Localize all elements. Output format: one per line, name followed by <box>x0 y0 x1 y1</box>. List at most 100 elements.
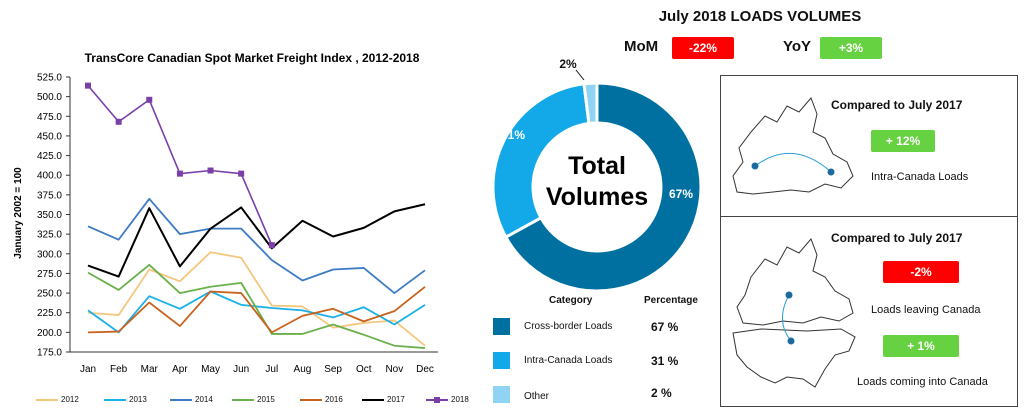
y-tick-label: 450.0 <box>37 131 62 142</box>
legend-line-2018 <box>426 396 448 403</box>
series-line-2013 <box>87 290 426 334</box>
line-chart-y-label: January 2002 = 100 <box>13 167 24 259</box>
series-line-2017 <box>87 203 426 278</box>
bottom-panel-title: Compared to July 2017 <box>831 231 963 245</box>
legend-item-2015: 2015 <box>232 395 275 404</box>
top-panel-title: Compared to July 2017 <box>831 98 963 112</box>
legend-item-2013: 2013 <box>104 395 147 404</box>
y-tick-label: 375.0 <box>37 190 62 201</box>
series-point-2018 <box>146 96 153 103</box>
legend-swatch-cross-border <box>493 318 510 335</box>
y-tick-label: 300.0 <box>37 249 62 260</box>
legend-label-2013: 2013 <box>129 395 147 404</box>
x-tick-label: Aug <box>294 364 312 375</box>
legend-label-2015: 2015 <box>257 395 275 404</box>
y-tick-label: 200.0 <box>37 328 62 339</box>
mom-badge: -22% <box>672 37 734 59</box>
x-tick-label: May <box>201 364 220 375</box>
legend-pct-other: 2 % <box>651 386 672 400</box>
series-line-2018 <box>87 85 273 246</box>
legend-name-other: Other <box>524 391 550 402</box>
legend-line-2012 <box>36 398 58 401</box>
y-tick-label: 475.0 <box>37 112 62 123</box>
legend-swatch-other <box>493 386 510 403</box>
donut-label-intra-canada: 31% <box>501 128 525 142</box>
y-tick-label: 500.0 <box>37 92 62 103</box>
legend-label-2014: 2014 <box>195 395 213 404</box>
freight-index-line-chart: TransCore Canadian Spot Market Freight I… <box>13 51 438 375</box>
x-tick-label: Sep <box>324 364 342 375</box>
donut-label-other: 2% <box>559 57 577 71</box>
legend-pct-intra-canada: 31 % <box>651 354 679 368</box>
x-tick-label: Jun <box>233 364 249 375</box>
x-tick-label: Dec <box>416 364 434 375</box>
series-line-2012 <box>87 251 426 347</box>
donut-slice-intra-canada <box>491 82 591 240</box>
loads-volumes-title: July 2018 LOADS VOLUMES <box>658 8 862 25</box>
legend-label-2018: 2018 <box>451 395 469 404</box>
loads-leaving-badge: -2% <box>883 261 959 283</box>
legend-swatch-intra-canada <box>493 352 510 369</box>
line-chart-title: TransCore Canadian Spot Market Freight I… <box>85 51 420 65</box>
total-volumes-donut-chart: Total Volumes 67% 31% 2% <box>491 57 703 290</box>
loads-leaving-label: Loads leaving Canada <box>871 304 981 316</box>
series-point-2018 <box>207 167 214 174</box>
donut-slice-other <box>582 81 599 126</box>
intra-canada-label: Intra-Canada Loads <box>871 171 969 183</box>
series-line-2016 <box>87 286 426 334</box>
legend-line-2014 <box>170 398 192 401</box>
legend-label-2016: 2016 <box>325 395 343 404</box>
series-point-2018 <box>85 82 91 89</box>
canada-map-icon <box>732 97 854 195</box>
legend-item-2014: 2014 <box>170 395 213 404</box>
x-tick-label: Oct <box>356 364 372 375</box>
donut-center-line-1: Total <box>568 152 626 180</box>
loads-coming-badge: + 1% <box>883 335 959 357</box>
series-point-2018 <box>115 118 122 125</box>
x-tick-label: Apr <box>172 364 188 375</box>
y-tick-label: 350.0 <box>37 210 62 221</box>
legend-line-2017 <box>362 398 384 401</box>
y-tick-label: 225.0 <box>37 308 62 319</box>
loads-coming-label: Loads coming into Canada <box>857 376 988 388</box>
series-line-2014 <box>87 197 426 294</box>
legend-name-cross-border: Cross-border Loads <box>524 321 613 332</box>
legend-label-2012: 2012 <box>61 395 79 404</box>
y-tick-label: 250.0 <box>37 289 62 300</box>
y-tick-label: 425.0 <box>37 151 62 162</box>
y-tick-label: 400.0 <box>37 171 62 182</box>
y-tick-label: 175.0 <box>37 348 62 359</box>
mom-label: MoM <box>624 38 659 55</box>
intra-canada-badge: + 12% <box>871 130 935 152</box>
yoy-badge: +3% <box>820 37 882 59</box>
y-tick-label: 525.0 <box>37 73 62 84</box>
x-tick-label: Nov <box>385 364 403 375</box>
cross-border-comparison-panel: Compared to July 2017 -2% Loads leaving … <box>720 217 1018 407</box>
x-tick-label: Jan <box>80 364 96 375</box>
donut-other-leader-line <box>575 69 585 81</box>
legend-name-intra-canada: Intra-Canada Loads <box>524 355 613 366</box>
donut-slice-cross-border <box>503 81 703 290</box>
legend-line-2013 <box>104 398 126 401</box>
series-point-2018 <box>176 170 183 177</box>
legend-percentage-header: Percentage <box>644 295 698 306</box>
legend-line-2016 <box>300 398 322 401</box>
series-line-2015 <box>87 263 426 349</box>
legend-category-header: Category <box>549 295 593 306</box>
x-tick-label: Mar <box>141 364 159 375</box>
legend-pct-cross-border: 67 % <box>651 320 679 334</box>
intra-canada-comparison-panel: Compared to July 2017 + 12% Intra-Canada… <box>720 75 1018 217</box>
legend-label-2017: 2017 <box>387 395 405 404</box>
donut-label-cross-border: 67% <box>669 187 693 201</box>
canada-us-map-icon <box>732 238 856 388</box>
legend-item-2017: 2017 <box>362 395 405 404</box>
legend-item-2018: 2018 <box>426 395 469 404</box>
yoy-label: YoY <box>783 38 812 55</box>
legend-item-2012: 2012 <box>36 395 79 404</box>
series-point-2018 <box>268 242 275 249</box>
donut-center-line-2: Volumes <box>546 183 648 211</box>
y-tick-label: 325.0 <box>37 230 62 241</box>
x-tick-label: Jul <box>265 364 278 375</box>
legend-line-2015 <box>232 398 254 401</box>
x-tick-label: Feb <box>110 364 128 375</box>
